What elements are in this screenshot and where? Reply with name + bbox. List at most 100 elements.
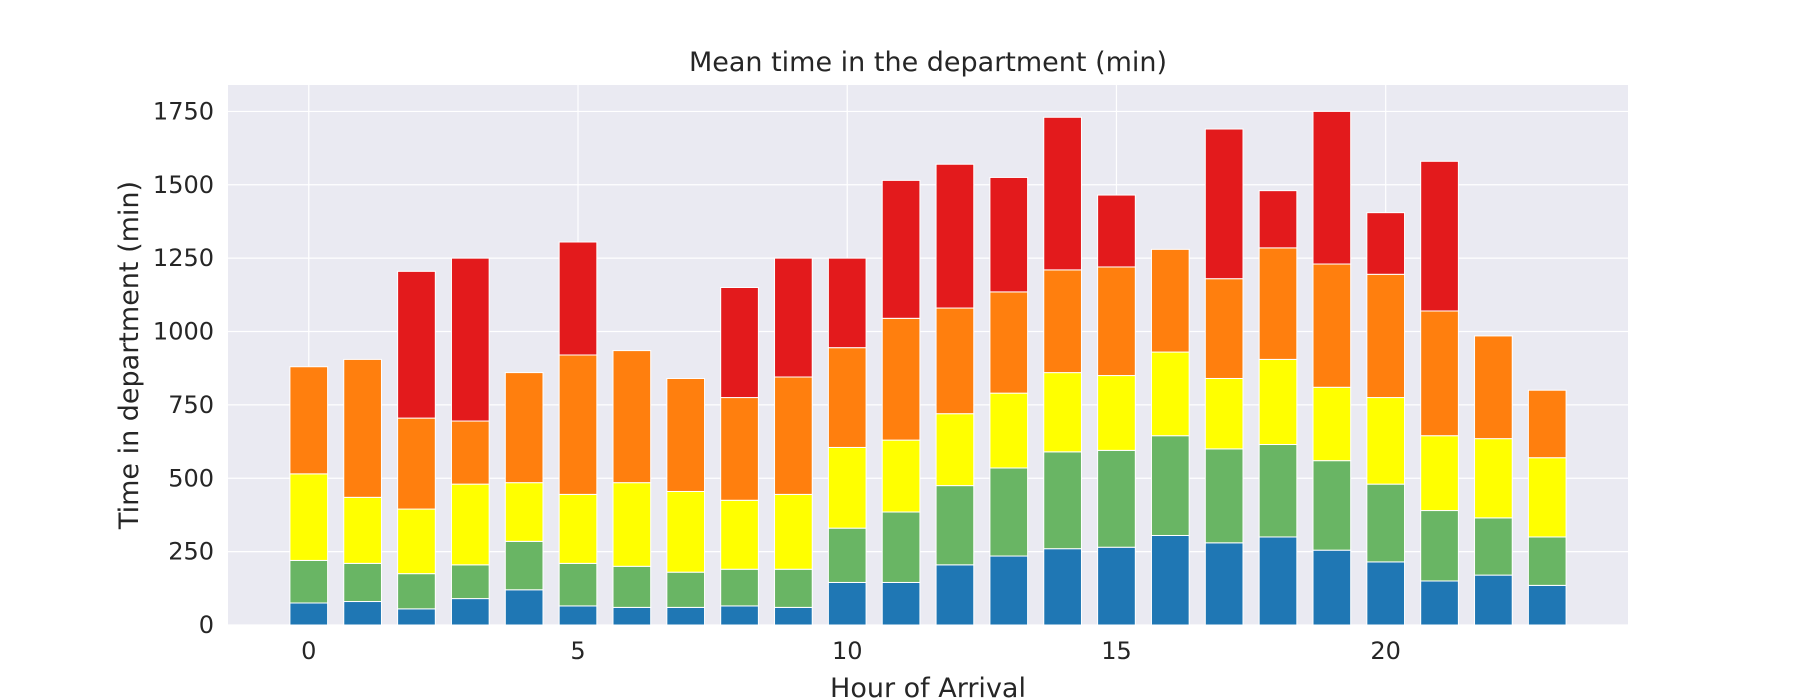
x-tick-label: 0 (301, 637, 316, 665)
bar-segment (612, 606, 652, 626)
bar-segment (1474, 517, 1513, 576)
x-tick-label: 15 (1101, 637, 1132, 665)
bar-segment (1150, 435, 1190, 536)
bar-segment (450, 420, 490, 485)
bar-segment (1258, 190, 1298, 249)
bar-stack (989, 176, 1029, 626)
bar-segment (1312, 263, 1352, 388)
bar-segment (1043, 269, 1082, 374)
bar-segment (450, 598, 490, 626)
bar-segment (935, 485, 975, 566)
bar-segment (827, 581, 867, 626)
y-tick-label: 1000 (153, 318, 214, 346)
bar-segment (1366, 212, 1406, 275)
bar-segment (1366, 273, 1406, 399)
bar-segment (774, 257, 813, 378)
bar-stack (881, 179, 921, 626)
bar-segment (1258, 358, 1298, 446)
bar-segment (1150, 534, 1190, 626)
x-tick-label: 20 (1370, 637, 1401, 665)
bar-segment (1527, 457, 1567, 538)
bar-segment (558, 241, 598, 356)
bar-segment (504, 540, 544, 591)
bar-segment (1097, 449, 1136, 548)
bar-segment (1312, 110, 1352, 265)
bar-segment (827, 347, 867, 448)
bar-segment (720, 397, 759, 501)
bar-segment (289, 473, 329, 561)
bar-segment (343, 562, 382, 603)
bar-segment (1258, 444, 1298, 538)
bar-segment (1366, 483, 1406, 563)
bar-segment (1474, 574, 1513, 626)
bar-stack (504, 372, 544, 626)
bar-stack (1043, 116, 1082, 626)
bar-segment (720, 287, 759, 399)
bar-segment (666, 571, 706, 608)
tick-labels-layer: 0 250 500 750 1000 1250 1500 1750 0 5 10 15 20 (153, 97, 1401, 665)
bar-segment (1204, 278, 1244, 379)
bar-segment (1312, 460, 1352, 551)
bar-stack (343, 358, 382, 626)
bar-segment (612, 350, 652, 484)
bar-stack (1204, 128, 1244, 626)
bar-segment (881, 511, 921, 583)
bar-segment (343, 496, 382, 564)
bar-segment (1258, 247, 1298, 360)
bar-segment (989, 467, 1029, 557)
bar-segment (989, 555, 1029, 626)
bar-segment (343, 358, 382, 498)
y-tick-label: 500 (168, 464, 214, 492)
bar-segment (774, 568, 813, 608)
plot-background (228, 85, 1628, 625)
bar-segment (935, 413, 975, 487)
bar-stack (450, 257, 490, 626)
bar-segment (881, 439, 921, 513)
bar-stack (666, 377, 706, 626)
bar-segment (1043, 372, 1082, 453)
bar-stack (1527, 389, 1567, 626)
bar-segment (450, 564, 490, 600)
bar-segment (827, 257, 867, 349)
bar-segment (1043, 451, 1082, 550)
bar-segment (1420, 510, 1459, 582)
bar-segment (881, 179, 921, 319)
y-axis-label: Time in department (min) (114, 181, 145, 530)
bar-segment (1527, 536, 1567, 586)
y-tick-label: 250 (168, 538, 214, 566)
bar-segment (558, 605, 598, 626)
y-tick-label: 0 (199, 611, 214, 639)
chart-title: Mean time in the department (min) (689, 47, 1167, 78)
bar-segment (397, 573, 436, 610)
bar-segment (504, 482, 544, 542)
bar-stack (1474, 335, 1513, 626)
bar-segment (397, 608, 436, 626)
x-axis-label: Hour of Arrival (830, 673, 1026, 700)
bar-segment (774, 493, 813, 570)
x-tick-label: 5 (570, 637, 585, 665)
bar-stack (1150, 248, 1190, 626)
bar-segment (666, 606, 706, 626)
bar-segment (558, 493, 598, 564)
bar-segment (989, 291, 1029, 394)
bar-stack (774, 257, 813, 626)
bar-segment (504, 589, 544, 626)
bar-segment (774, 376, 813, 495)
bar-segment (1420, 310, 1459, 437)
bar-segment (1527, 389, 1567, 459)
bar-segment (1420, 160, 1459, 312)
bar-stack (289, 366, 329, 626)
bar-segment (397, 508, 436, 575)
bar-segment (1420, 435, 1459, 512)
bar-segment (1204, 377, 1244, 450)
bar-segment (612, 482, 652, 567)
bar-segment (720, 605, 759, 626)
bar-segment (1258, 536, 1298, 626)
bars-layer (289, 110, 1567, 626)
bar-segment (289, 559, 329, 604)
bar-segment (881, 581, 921, 626)
bar-segment (343, 601, 382, 626)
bar-segment (558, 562, 598, 607)
